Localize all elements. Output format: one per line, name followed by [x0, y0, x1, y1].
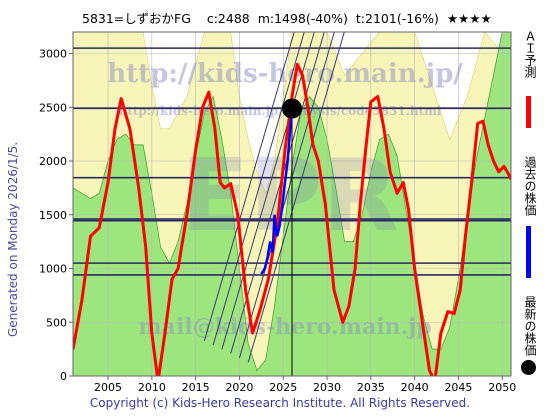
- x-axis-ticks: 2005 2010 2015 2020 2025 2030 2035 2040 2045 2050: [94, 376, 516, 394]
- y-tick-label: 3000: [39, 48, 67, 61]
- y-tick-label: 2500: [39, 101, 67, 114]
- rating-stars: ★★★★: [446, 11, 492, 26]
- y-tick-label: 1000: [39, 263, 67, 276]
- x-tick-label: 2020: [225, 381, 253, 394]
- stock-code-name: 5831=しずおかFG: [82, 11, 191, 26]
- current-price-marker: [282, 98, 302, 119]
- trend-line: [238, 32, 335, 359]
- legend-dot-latest: [521, 360, 536, 375]
- legend-item-past: 過去の株価: [519, 156, 539, 281]
- past-price-line: [260, 108, 294, 275]
- plot-border: [72, 31, 512, 377]
- legend-label-past: 過去の株価: [523, 156, 537, 216]
- y-tick-label: 500: [46, 316, 67, 329]
- x-tick-label: 2015: [182, 381, 210, 394]
- chart-header: 5831=しずおかFG c:2488 m:1498(-40%) t:2101(-…: [82, 8, 492, 27]
- x-tick-label: 2030: [313, 381, 341, 394]
- copyright-footer: Copyright (c) Kids-Hero Research Institu…: [89, 396, 471, 410]
- y-tick-label: 0: [60, 370, 67, 383]
- x-tick-label: 2005: [94, 381, 122, 394]
- watermark-analysis-url: http://kids-hero.main.jp/analysis/code58…: [119, 104, 442, 118]
- trend-line: [212, 32, 305, 346]
- current-price: c:2488: [206, 11, 250, 26]
- legend-item-forecast: ＡＩ予測: [519, 30, 539, 130]
- legend-item-latest: 最新の株価: [519, 296, 539, 380]
- watermark-mail: mail@kids-hero.main.jp: [138, 314, 431, 340]
- min-price: m:1498(-40%): [257, 11, 348, 26]
- legend-label-latest: 最新の株価: [523, 296, 537, 356]
- y-tick-label: 2000: [39, 155, 67, 168]
- y-axis-ticks: 0 500 1000 1500 2000 2500 3000: [39, 48, 73, 383]
- x-tick-label: 2025: [269, 381, 297, 394]
- trend-line: [247, 32, 345, 363]
- ai-forecast-line: [73, 62, 511, 376]
- x-tick-label: 2010: [138, 381, 166, 394]
- trend-line: [221, 32, 315, 350]
- y-tick-label: 1500: [39, 209, 67, 222]
- trend-line: [203, 32, 295, 341]
- target-price: t:2101(-16%): [355, 11, 439, 26]
- legend-swatch-past: [526, 226, 531, 278]
- x-tick-label: 2050: [488, 381, 516, 394]
- legend: ＡＩ予測 過去の株価 最新の株価: [514, 30, 544, 380]
- legend-label-forecast: ＡＩ予測: [523, 30, 537, 78]
- x-tick-label: 2045: [444, 381, 472, 394]
- x-tick-label: 2040: [401, 381, 429, 394]
- x-tick-label: 2035: [357, 381, 385, 394]
- legend-swatch-forecast: [526, 96, 531, 128]
